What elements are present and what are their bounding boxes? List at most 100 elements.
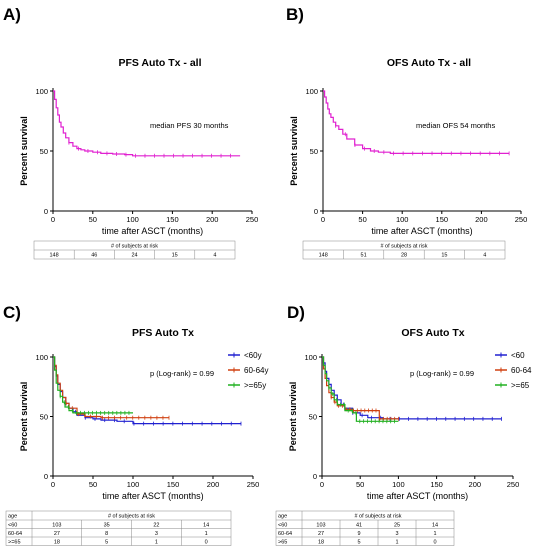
series-line-2	[53, 356, 133, 414]
panel-label: C)	[3, 303, 21, 322]
series-line-1	[322, 356, 399, 420]
risk-table-cell: 41	[356, 522, 362, 528]
risk-table-cell: 3	[155, 531, 158, 537]
x-tick-label: 150	[166, 215, 179, 224]
chart-panel-a: A) PFS Auto Tx - all 0 50 100 150 200 250 0 50 100…	[3, 5, 259, 260]
y-tick-label: 100	[304, 353, 317, 362]
risk-table-cell: 4	[483, 252, 486, 258]
risk-table-cell: 9	[357, 531, 360, 537]
risk-table-cell: 5	[357, 539, 360, 545]
risk-table-row-label: 60-64	[278, 531, 292, 537]
x-tick-label: 0	[51, 215, 55, 224]
panel-label: B)	[286, 5, 304, 24]
legend-label: >=65	[511, 381, 530, 390]
y-tick-label: 50	[309, 413, 317, 422]
y-tick-label: 100	[305, 87, 318, 96]
y-axis-label: Percent survival	[19, 382, 29, 452]
y-axis-label: Percent survival	[289, 116, 299, 186]
y-axis-label: Percent survival	[288, 382, 298, 452]
risk-table-header: # of subjects at risk	[380, 244, 427, 250]
x-axis-label: time after ASCT (months)	[102, 226, 203, 236]
risk-table: age # of subjects at risk<60 103 41 25 1460-6…	[275, 510, 455, 546]
chart-title: OFS Auto Tx	[401, 327, 464, 339]
legend-label: <60	[511, 351, 525, 360]
series-line-0	[53, 90, 241, 157]
y-tick-label: 0	[314, 207, 318, 216]
chart-annotation: p (Log-rank) = 0.99	[150, 369, 214, 378]
x-axis-label: time after ASCT (months)	[371, 226, 472, 236]
x-tick-label: 50	[356, 480, 364, 489]
risk-table-cell: 22	[153, 522, 159, 528]
risk-table-cell: 27	[54, 531, 60, 537]
x-tick-label: 150	[436, 215, 449, 224]
x-tick-label: 100	[127, 480, 140, 489]
series-line-0	[323, 90, 510, 154]
risk-table-row-label: 60-64	[8, 531, 22, 537]
y-tick-label: 0	[44, 207, 48, 216]
x-axis-label: time after ASCT (months)	[367, 491, 468, 501]
chart-annotation: median OFS 54 months	[416, 121, 495, 130]
x-axis-label: time after ASCT (months)	[102, 491, 203, 501]
x-tick-label: 50	[89, 480, 97, 489]
risk-table-cell: 18	[318, 539, 324, 545]
risk-table-cell: 8	[105, 531, 108, 537]
x-tick-label: 200	[207, 480, 220, 489]
chart-annotation: p (Log-rank) = 0.99	[410, 369, 474, 378]
panel-label: A)	[3, 5, 21, 24]
risk-table-header: # of subjects at risk	[354, 514, 401, 520]
risk-table-cell: 51	[361, 252, 367, 258]
x-tick-label: 150	[167, 480, 180, 489]
x-tick-label: 250	[507, 480, 520, 489]
risk-table-cell: 28	[401, 252, 407, 258]
risk-table-header: # of subjects at risk	[108, 514, 155, 520]
risk-table-cell: 148	[50, 252, 59, 258]
risk-table-cell: 0	[433, 539, 436, 545]
risk-table-cell: 4	[213, 252, 216, 258]
y-tick-label: 0	[44, 472, 48, 481]
risk-table-cell: 46	[91, 252, 97, 258]
risk-table-cell: 103	[52, 522, 61, 528]
x-tick-label: 100	[392, 480, 405, 489]
risk-table-cell: 103	[316, 522, 325, 528]
x-tick-label: 250	[246, 215, 259, 224]
risk-table-corner: age	[8, 514, 17, 520]
chart-title: OFS Auto Tx - all	[387, 57, 471, 69]
x-tick-label: 0	[320, 480, 324, 489]
chart-title: PFS Auto Tx - all	[118, 57, 201, 69]
risk-table-row-label: >65	[278, 539, 287, 545]
risk-table-cell: 1	[155, 539, 158, 545]
y-tick-label: 50	[40, 147, 48, 156]
chart-title: PFS Auto Tx	[132, 327, 194, 339]
x-tick-label: 200	[475, 215, 488, 224]
chart-annotation: median PFS 30 months	[150, 121, 229, 130]
y-tick-label: 100	[35, 353, 48, 362]
risk-table: # of subjects at risk 148 51 28 15 4	[302, 240, 506, 260]
series-line-1	[53, 356, 169, 419]
x-tick-label: 0	[51, 480, 55, 489]
risk-table: age # of subjects at risk<60 103 35 22 1460-6…	[5, 510, 232, 546]
risk-table-cell: 1	[395, 539, 398, 545]
risk-table-corner: age	[278, 514, 287, 520]
x-tick-label: 100	[396, 215, 409, 224]
series-line-2	[322, 356, 399, 422]
risk-table-cell: 18	[54, 539, 60, 545]
legend-label: <60y	[244, 351, 262, 360]
risk-table-cell: 15	[172, 252, 178, 258]
risk-table-cell: 14	[432, 522, 438, 528]
risk-table-cell: 35	[104, 522, 110, 528]
risk-table-cell: 25	[394, 522, 400, 528]
x-tick-label: 250	[247, 480, 260, 489]
chart-panel-b: B) OFS Auto Tx - all 0 50 100 150 200 250 0 50 100…	[286, 5, 527, 260]
x-tick-label: 150	[430, 480, 443, 489]
risk-table-cell: 0	[205, 539, 208, 545]
risk-table-row-label: <60	[8, 522, 17, 528]
risk-table-cell: 3	[395, 531, 398, 537]
y-tick-label: 0	[313, 472, 317, 481]
x-tick-label: 100	[126, 215, 139, 224]
risk-table-cell: 24	[131, 252, 137, 258]
risk-table-cell: 148	[319, 252, 328, 258]
legend-label: >=65y	[244, 381, 266, 390]
